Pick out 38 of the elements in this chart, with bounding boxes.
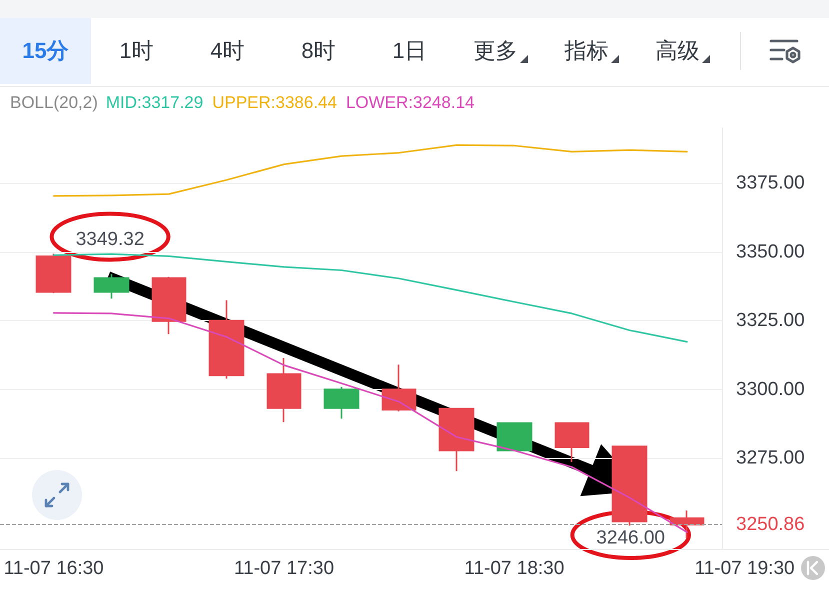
text: 15分 [22, 37, 69, 65]
text: MID:3317.29 [106, 93, 204, 112]
text: 高级 [656, 37, 700, 65]
text: 4时 [210, 37, 245, 65]
candlestick [496, 422, 532, 452]
y-tick-label: 3375.00 [736, 172, 805, 194]
x-tick-label: 11-07 19:30 [694, 558, 795, 579]
text: 1时 [119, 37, 154, 65]
candlestick [382, 364, 416, 412]
text: 更多 [474, 37, 518, 65]
x-tick-label: 11-07 16:30 [4, 558, 104, 579]
line-series [52, 144, 688, 197]
candlestick [670, 510, 704, 539]
candlestick [438, 408, 474, 472]
legend-title: BOLL(20,2) [10, 93, 98, 112]
candlestick [554, 422, 590, 463]
y-tick-label: 3350.00 [736, 241, 805, 262]
annotation: 3246.00 [596, 527, 665, 548]
candlestick [266, 357, 302, 423]
candlestick [324, 386, 360, 420]
x-tick-label: 11-07 17:30 [234, 558, 334, 579]
text: LOWER:3248.14 [346, 93, 474, 112]
text: UPPER:3386.44 [212, 93, 337, 112]
candlestick [36, 252, 72, 294]
line-series [52, 253, 688, 343]
x-tick-label: 11-07 18:30 [464, 558, 564, 579]
y-tick-label: 3275.00 [736, 448, 805, 469]
y-tick-label: 3300.00 [736, 378, 805, 400]
text: 指标 [564, 37, 608, 65]
ref-line-label: 3250.86 [736, 514, 805, 536]
candlestick [208, 300, 244, 380]
candlestick [94, 273, 130, 300]
text: 8时 [301, 37, 336, 65]
y-tick-label: 3325.00 [736, 310, 805, 332]
text: 1日 [392, 37, 427, 65]
annotation: 3349.32 [76, 229, 144, 250]
candlestick [612, 446, 648, 526]
candlestick [152, 276, 186, 335]
